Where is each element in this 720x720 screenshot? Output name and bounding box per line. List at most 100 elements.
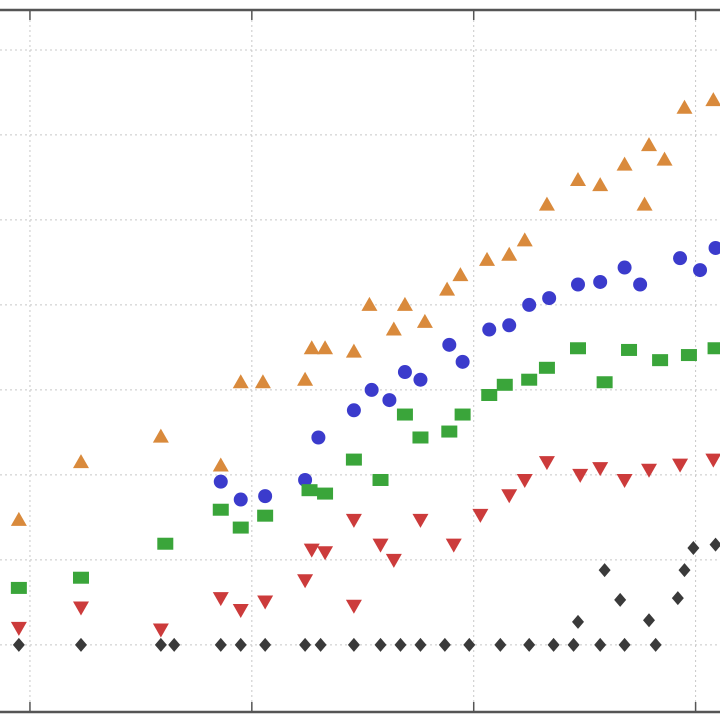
point: [680, 349, 697, 362]
point: [394, 637, 407, 652]
point: [482, 322, 497, 337]
point: [372, 538, 389, 553]
point: [709, 537, 720, 552]
point: [297, 574, 314, 589]
point: [361, 296, 378, 311]
point: [372, 473, 389, 486]
point: [299, 637, 312, 652]
point: [439, 281, 456, 296]
point: [442, 337, 457, 352]
point: [345, 453, 362, 466]
point: [317, 546, 334, 561]
point: [257, 509, 274, 522]
point: [616, 473, 633, 488]
point: [617, 260, 632, 275]
point: [463, 637, 476, 652]
point: [234, 637, 247, 652]
point: [382, 393, 397, 408]
point: [438, 637, 451, 652]
point: [705, 453, 720, 468]
point: [594, 637, 607, 652]
point: [317, 340, 334, 355]
point: [538, 196, 555, 211]
point: [259, 637, 272, 652]
point: [687, 540, 700, 555]
point: [649, 637, 662, 652]
point: [592, 462, 609, 477]
point: [501, 246, 518, 261]
point: [652, 354, 669, 367]
point: [502, 318, 517, 333]
point: [596, 376, 613, 389]
point: [642, 613, 655, 628]
point: [303, 543, 320, 558]
point: [569, 171, 586, 186]
point: [157, 537, 174, 550]
point: [257, 595, 274, 610]
point: [592, 177, 609, 192]
point: [303, 340, 320, 355]
point: [521, 373, 538, 386]
point: [298, 472, 313, 487]
point: [693, 263, 708, 278]
point: [542, 291, 557, 306]
point: [523, 637, 536, 652]
point: [346, 403, 361, 418]
point: [516, 232, 533, 247]
point: [345, 599, 362, 614]
point: [297, 371, 314, 386]
point: [621, 343, 638, 356]
point: [567, 637, 580, 652]
point: [374, 637, 387, 652]
point: [397, 365, 412, 380]
point: [232, 604, 249, 619]
point: [636, 196, 653, 211]
grid: [0, 10, 720, 712]
point: [212, 457, 229, 472]
point: [345, 513, 362, 528]
point: [678, 563, 691, 578]
point: [258, 489, 273, 504]
point: [396, 296, 413, 311]
point: [72, 571, 89, 584]
point: [570, 277, 585, 292]
point: [494, 637, 507, 652]
point: [614, 592, 627, 607]
point: [385, 553, 402, 568]
point: [152, 623, 169, 638]
point: [213, 474, 228, 489]
point: [254, 374, 271, 389]
point: [72, 601, 89, 616]
point: [317, 487, 334, 500]
point: [454, 408, 471, 421]
point: [673, 251, 688, 266]
point: [640, 463, 657, 478]
point: [212, 592, 229, 607]
point: [707, 342, 720, 355]
point: [412, 513, 429, 528]
point: [12, 637, 25, 652]
point: [671, 591, 684, 606]
point: [616, 156, 633, 171]
point: [385, 321, 402, 336]
point: [522, 297, 537, 312]
point: [672, 458, 689, 473]
point: [441, 425, 458, 438]
point: [152, 428, 169, 443]
point: [705, 92, 720, 107]
point: [314, 637, 327, 652]
point: [413, 372, 428, 387]
point: [414, 637, 427, 652]
point: [571, 614, 584, 629]
point: [232, 521, 249, 534]
point: [214, 637, 227, 652]
point: [232, 374, 249, 389]
point: [538, 361, 555, 374]
point: [452, 267, 469, 282]
point: [10, 511, 27, 526]
point: [593, 274, 608, 289]
point: [347, 637, 360, 652]
point: [154, 637, 167, 652]
point: [618, 637, 631, 652]
